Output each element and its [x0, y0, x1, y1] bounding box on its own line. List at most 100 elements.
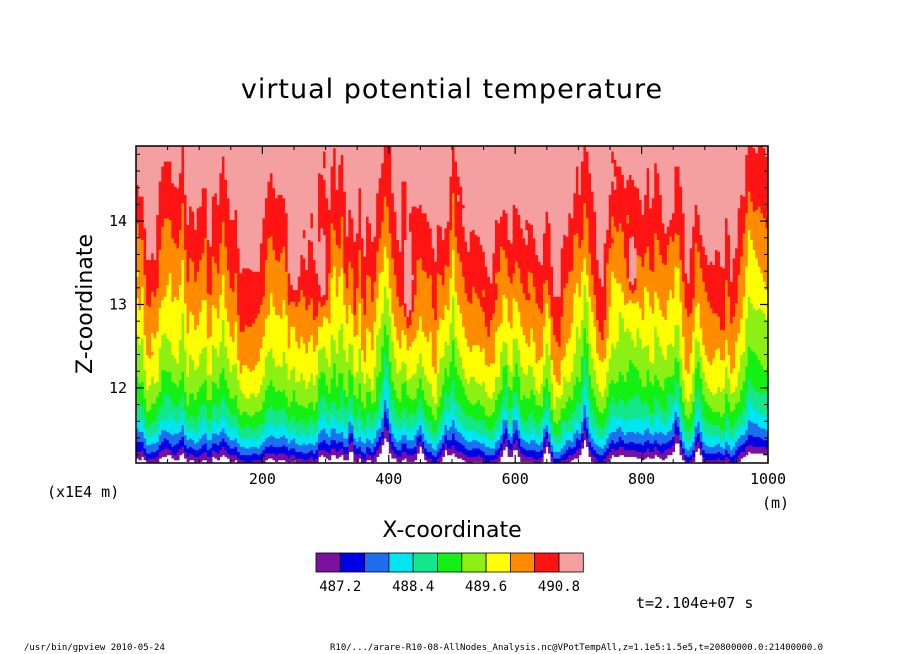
- contour-cell: [211, 442, 215, 451]
- contour-cell: [674, 419, 678, 434]
- contour-cell: [340, 372, 344, 391]
- contour-cell: [649, 269, 653, 307]
- contour-cell: [434, 319, 438, 374]
- contour-cell: [737, 332, 741, 372]
- contour-cell: [229, 371, 233, 399]
- contour-cell: [467, 251, 471, 302]
- contour-cell: [608, 442, 612, 452]
- contour-cell: [644, 441, 648, 452]
- contour-cell: [535, 146, 539, 256]
- contour-cell: [287, 272, 291, 306]
- contour-cell: [148, 357, 152, 386]
- contour-cell: [616, 341, 620, 382]
- contour-cell: [626, 146, 630, 180]
- contour-cell: [623, 449, 628, 457]
- contour-cell: [323, 396, 327, 416]
- contour-cell: [732, 424, 736, 437]
- contour-cell: [611, 379, 615, 397]
- contour-cell: [489, 447, 494, 456]
- contour-cell: [742, 146, 746, 197]
- contour-cell: [393, 437, 397, 447]
- contour-cell: [573, 446, 577, 454]
- contour-cell: [714, 249, 719, 314]
- contour-cell: [641, 452, 645, 461]
- contour-cell: [618, 436, 622, 447]
- contour-cell: [702, 344, 706, 372]
- contour-cell: [452, 379, 456, 402]
- contour-cell: [229, 397, 233, 416]
- contour-cell: [249, 416, 253, 429]
- contour-cell: [307, 419, 312, 436]
- contour-cell: [757, 146, 762, 207]
- contour-cell: [239, 331, 243, 374]
- contour-cell: [249, 436, 253, 447]
- contour-cell: [295, 457, 299, 463]
- contour-cell: [760, 427, 764, 439]
- contour-cell: [462, 207, 466, 227]
- contour-cell: [295, 422, 299, 436]
- contour-cell: [732, 257, 736, 317]
- contour-cell: [221, 394, 226, 416]
- contour-cell: [429, 382, 433, 407]
- contour-cell: [328, 409, 332, 426]
- contour-cell: [287, 347, 291, 381]
- contour-cell: [649, 207, 653, 271]
- contour-cell: [606, 437, 610, 449]
- contour-cell: [641, 404, 645, 421]
- contour-cell: [280, 452, 284, 461]
- contour-cell: [264, 197, 269, 261]
- contour-cell: [474, 292, 478, 346]
- contour-cell: [684, 447, 688, 456]
- contour-cell: [535, 424, 539, 436]
- contour-cell: [520, 399, 524, 417]
- contour-cell: [171, 381, 175, 406]
- contour-cell: [510, 436, 514, 444]
- contour-cell: [553, 296, 557, 336]
- contour-cell: [272, 187, 276, 251]
- contour-cell: [350, 414, 355, 426]
- contour-cell: [452, 444, 456, 454]
- contour-cell: [439, 439, 443, 449]
- contour-cell: [687, 456, 691, 462]
- contour-cell: [487, 396, 491, 417]
- contour-cell: [583, 257, 587, 286]
- contour-cell: [431, 439, 435, 449]
- contour-cell: [328, 209, 332, 274]
- contour-cell: [575, 449, 579, 459]
- contour-cell: [391, 441, 395, 451]
- contour-cell: [196, 207, 200, 272]
- contour-cell: [181, 371, 185, 396]
- contour-cell: [704, 444, 708, 454]
- contour-cell: [502, 396, 506, 411]
- contour-cell: [219, 431, 223, 442]
- contour-cell: [267, 237, 271, 316]
- contour-cell: [219, 449, 223, 457]
- contour-cell: [568, 417, 572, 432]
- contour-cell: [398, 449, 403, 457]
- contour-cell: [221, 221, 226, 276]
- contour-cell: [229, 427, 233, 441]
- contour-cell: [163, 392, 167, 421]
- contour-cell: [575, 282, 579, 327]
- contour-cell: [732, 461, 736, 463]
- contour-cell: [181, 259, 185, 314]
- colorbar-swatch: [461, 552, 487, 573]
- contour-cell: [457, 176, 461, 195]
- contour-cell: [376, 192, 380, 252]
- contour-cell: [580, 441, 585, 449]
- contour-cell: [373, 321, 377, 367]
- contour-cell: [631, 362, 635, 399]
- contour-cell: [532, 394, 537, 419]
- contour-cell: [272, 452, 276, 461]
- contour-cell: [469, 302, 473, 352]
- contour-cell: [181, 446, 185, 454]
- contour-cell: [674, 432, 678, 444]
- contour-cell: [709, 407, 713, 424]
- contour-cell: [285, 212, 289, 272]
- contour-cell: [269, 292, 274, 349]
- contour-cell: [515, 429, 519, 441]
- contour-cell: [740, 256, 744, 319]
- contour-cell: [161, 429, 165, 442]
- contour-cell: [525, 342, 529, 376]
- contour-cell: [697, 407, 701, 422]
